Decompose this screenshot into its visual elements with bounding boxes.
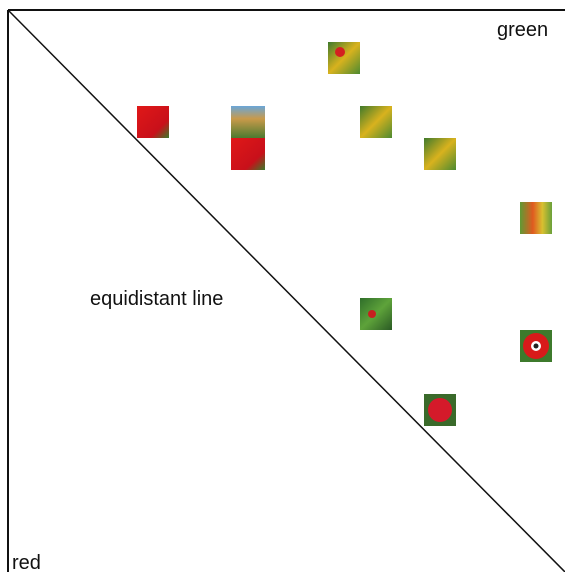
thumbnail [231, 106, 265, 138]
figure: green red equidistant line [0, 0, 565, 572]
thumbnail [231, 138, 265, 170]
thumbnail-detail [534, 344, 539, 349]
page: green red equidistant line (() => { cons… [0, 0, 565, 572]
green-label: green [497, 19, 548, 41]
diagonal-label: equidistant line [90, 288, 223, 310]
thumbnail [424, 138, 456, 170]
thumbnail [328, 42, 360, 74]
red-label: red [12, 552, 41, 572]
thumbnail [137, 106, 169, 138]
thumbnail-detail [428, 398, 452, 422]
thumbnails [137, 42, 552, 426]
thumbnail [520, 202, 552, 234]
thumbnail-detail [335, 47, 345, 57]
thumbnail [360, 106, 392, 138]
thumbnail-detail [368, 310, 376, 318]
